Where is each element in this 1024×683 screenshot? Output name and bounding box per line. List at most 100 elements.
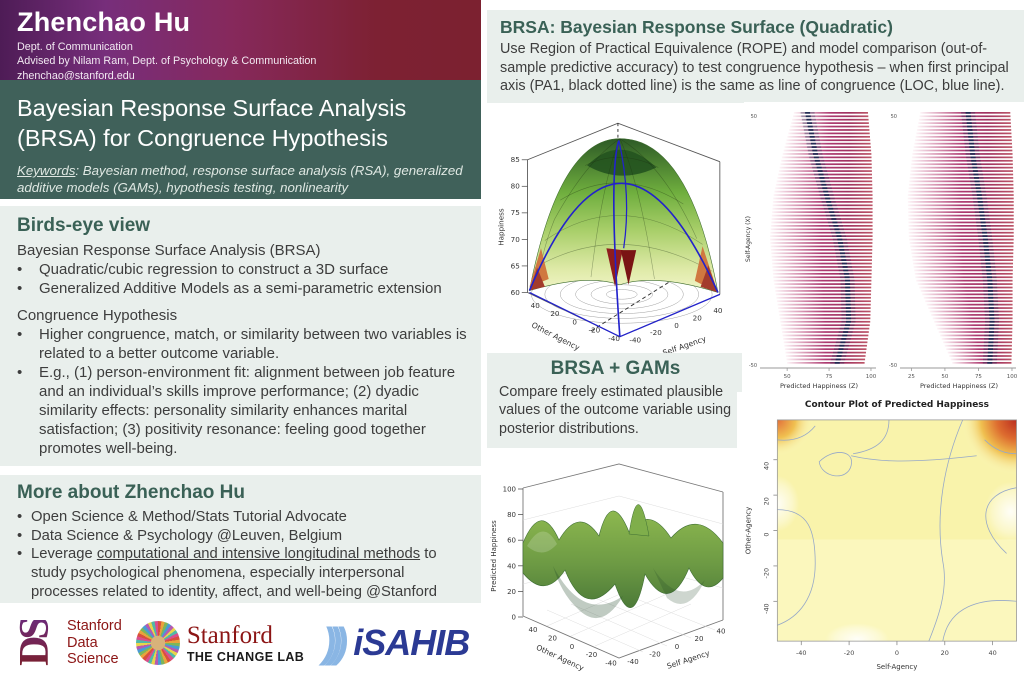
birdseye-bullet: • Generalized Additive Models as a semi-p… — [17, 279, 467, 298]
contour-plot: Contour Plot of Predicted Happiness -40 -2… — [744, 400, 1017, 671]
svg-text:50: 50 — [784, 374, 791, 380]
svg-text:-20: -20 — [762, 568, 770, 579]
sds-mark-icon: DS — [10, 614, 60, 672]
svg-text:0: 0 — [895, 649, 899, 657]
svg-text:0: 0 — [570, 643, 574, 651]
svg-text:0: 0 — [512, 614, 516, 622]
bullet-dot: • — [17, 527, 23, 544]
svg-text:Predicted Happiness: Predicted Happiness — [490, 520, 498, 592]
more-bullet: • Open Science & Method/Stats Tutorial Ad… — [17, 508, 469, 527]
svg-text:85: 85 — [511, 155, 520, 164]
svg-text:-20: -20 — [844, 649, 855, 657]
birdseye-heading: Birds-eye view — [17, 215, 151, 236]
figure-contour-plot: Contour Plot of Predicted Happiness -40 -2… — [737, 392, 1024, 683]
change-lab-brand: Stanford — [186, 621, 273, 649]
svg-text:-50: -50 — [749, 363, 757, 369]
svg-text:100: 100 — [1007, 374, 1018, 380]
svg-text:Other Agency: Other Agency — [535, 643, 586, 673]
birdseye-intro1: Bayesian Response Surface Analysis (BRSA… — [17, 242, 321, 259]
svg-text:Self Agency: Self Agency — [666, 648, 711, 670]
svg-text:40: 40 — [717, 628, 726, 636]
gams-body: Compare freely estimated plausible value… — [499, 384, 732, 437]
section-birdseye: Birds-eye view Bayesian Response Surface… — [0, 206, 481, 466]
dome-surface — [529, 138, 719, 293]
svg-text:40: 40 — [713, 306, 723, 315]
pa1-dashed-line — [590, 263, 699, 332]
more-bullet3-pre: Leverage — [31, 546, 97, 563]
bullet-dot: • — [17, 280, 23, 298]
svg-text:40: 40 — [531, 301, 541, 310]
more-bullet3-post: to study psychological phenomena, especi… — [31, 546, 437, 600]
svg-text:-40: -40 — [605, 660, 616, 668]
svg-text:40: 40 — [762, 462, 770, 470]
ridge-plot-right: 25 50 75 100 Predicted Happiness (Z) 50 -50 — [889, 112, 1018, 390]
svg-text:20: 20 — [762, 497, 770, 505]
birdseye-bullet: • Quadratic/cubic regression to construct… — [17, 260, 467, 279]
section-brsa-gams: BRSA + GAMs Compare freely estimated pla… — [487, 353, 742, 448]
poster-title-line2: (BRSA) for Congruence Hypothesis — [17, 125, 388, 152]
bullet-dot: • — [17, 326, 23, 344]
gam-surface-plot: 0 20 40 60 80 100 Predicted Happiness -40 -20 0 20… — [490, 463, 726, 673]
svg-text:40: 40 — [529, 626, 538, 634]
more-heading: More about Zhenchao Hu — [17, 482, 245, 503]
gams-heading: BRSA + GAMs — [550, 358, 681, 379]
svg-text:20: 20 — [693, 314, 703, 323]
svg-text:Happiness: Happiness — [497, 208, 506, 246]
author-email: zhenchao@stanford.edu — [17, 69, 135, 82]
change-lab-logo: Stanford THE CHANGE LAB — [135, 621, 304, 665]
svg-text:25: 25 — [908, 374, 915, 380]
svg-text:-40: -40 — [608, 334, 620, 343]
svg-text:40: 40 — [988, 649, 996, 657]
svg-text:20: 20 — [941, 649, 949, 657]
svg-text:65: 65 — [511, 261, 520, 270]
change-lab-sub: THE CHANGE LAB — [186, 649, 305, 664]
svg-text:Self-Agency: Self-Agency — [876, 663, 917, 671]
svg-text:75: 75 — [511, 208, 520, 217]
change-lab-wordmark: Stanford THE CHANGE LAB — [187, 623, 304, 664]
sds-line: Data — [67, 634, 98, 651]
isahib-logo: ))) iSAHIB — [322, 622, 470, 664]
svg-text:40: 40 — [507, 562, 516, 570]
birdseye-intro2: Congruence Hypothesis — [17, 307, 178, 325]
svg-text:-40: -40 — [629, 335, 641, 344]
svg-text:Other-Agency: Other-Agency — [744, 507, 752, 555]
loc-blue-lines — [528, 140, 721, 338]
author-advisor: Advised by Nilam Ram, Dept. of Psycholog… — [17, 55, 317, 68]
svg-text:Self Agency: Self Agency — [661, 334, 707, 354]
figure-gam-surface: 0 20 40 60 80 100 Predicted Happiness -40 -20 0 20… — [483, 448, 745, 683]
more-bullet: • Data Science & Psychology @Leuven, Belg… — [17, 527, 469, 546]
contour-lines — [777, 419, 1017, 642]
sds-mark-letters: DS — [11, 620, 58, 666]
more-bullet: • Leverage computational and intensive l… — [17, 545, 469, 601]
bullet-text: Quadratic/cubic regression to construct … — [39, 261, 389, 279]
bullet-dot: • — [17, 509, 23, 525]
svg-text:20: 20 — [507, 588, 516, 596]
author-header: Zhenchao Hu Dept. of Communication Advis… — [0, 0, 481, 82]
svg-text:-40: -40 — [796, 649, 807, 657]
section-more-about: More about Zhenchao Hu • Open Science & M… — [0, 475, 481, 603]
bullet-text: Generalized Additive Models as a semi-pa… — [39, 280, 442, 298]
svg-text:Self-Agency (X): Self-Agency (X) — [745, 216, 752, 262]
author-name: Zhenchao Hu — [17, 7, 191, 37]
svg-text:75: 75 — [975, 374, 982, 380]
svg-text:20: 20 — [695, 635, 704, 643]
svg-text:60: 60 — [511, 288, 521, 297]
bullet-dot: • — [17, 546, 23, 563]
bullet-dot: • — [17, 261, 23, 279]
svg-text:75: 75 — [826, 374, 833, 380]
contour-heat-field — [777, 419, 1017, 642]
svg-text:-20: -20 — [586, 651, 597, 659]
svg-text:80: 80 — [507, 511, 516, 519]
svg-text:20: 20 — [550, 309, 560, 318]
birdseye-bullet: • Higher congruence, match, or similarity… — [17, 325, 467, 363]
svg-text:70: 70 — [511, 235, 521, 244]
svg-text:-20: -20 — [588, 326, 600, 335]
poster-title-line1: Bayesian Response Surface Analysis — [17, 95, 407, 121]
svg-text:-20: -20 — [649, 650, 660, 658]
bullet-text: Data Science & Psychology @Leuven, Belgi… — [31, 527, 343, 544]
bullet-dot: • — [17, 364, 23, 382]
brsa-body: Use Region of Practical Equivalence (ROP… — [500, 41, 1009, 95]
figure-posterior-ridges: 50 75 100 Predicted Happiness (Z) 50 -50 Self-… — [744, 102, 1024, 392]
svg-text:100: 100 — [866, 374, 877, 380]
